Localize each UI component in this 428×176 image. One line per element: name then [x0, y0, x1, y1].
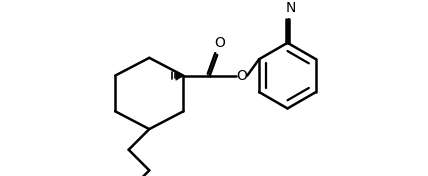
Text: O: O [236, 69, 247, 83]
Text: N: N [285, 1, 295, 15]
Text: O: O [214, 36, 226, 50]
Polygon shape [176, 71, 183, 80]
